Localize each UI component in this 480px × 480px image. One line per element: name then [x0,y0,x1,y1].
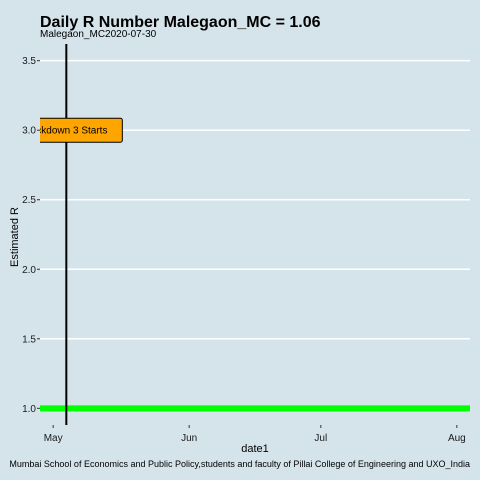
x-axis-label: date1 [241,443,269,455]
series-layer [40,44,470,425]
y-tick-label: 1.0 [22,404,36,415]
y-tick-label: 1.5 [22,334,36,345]
chart-caption: Mumbai School of Economics and Public Po… [9,459,470,469]
y-tick-labels: 1.0 1.5 2.0 2.5 3.0 3.5 [22,56,40,415]
y-tick-label: 3.0 [22,126,36,137]
chart-subtitle: Malegaon_MC2020-07-30 [40,29,157,40]
x-tick-labels: May Jun Jul Aug [44,425,466,444]
annotation-layer: Lockdown 3 Starts [25,117,123,143]
x-tick-label: Jun [181,433,197,444]
y-tick-label: 2.5 [22,195,36,206]
annotation-box [40,117,123,143]
chart-title: Daily R Number Malegaon_MC = 1.06 [40,14,321,31]
x-tick-label: Aug [448,433,466,444]
y-tick-label: 3.5 [22,56,36,67]
y-tick-label: 2.0 [22,265,36,276]
gridlines [40,59,470,410]
x-tick-label: Jul [314,433,327,444]
annotation-label: Lockdown 3 Starts [25,126,107,137]
x-tick-label: May [44,433,63,444]
y-axis-label: Estimated R [9,207,21,267]
